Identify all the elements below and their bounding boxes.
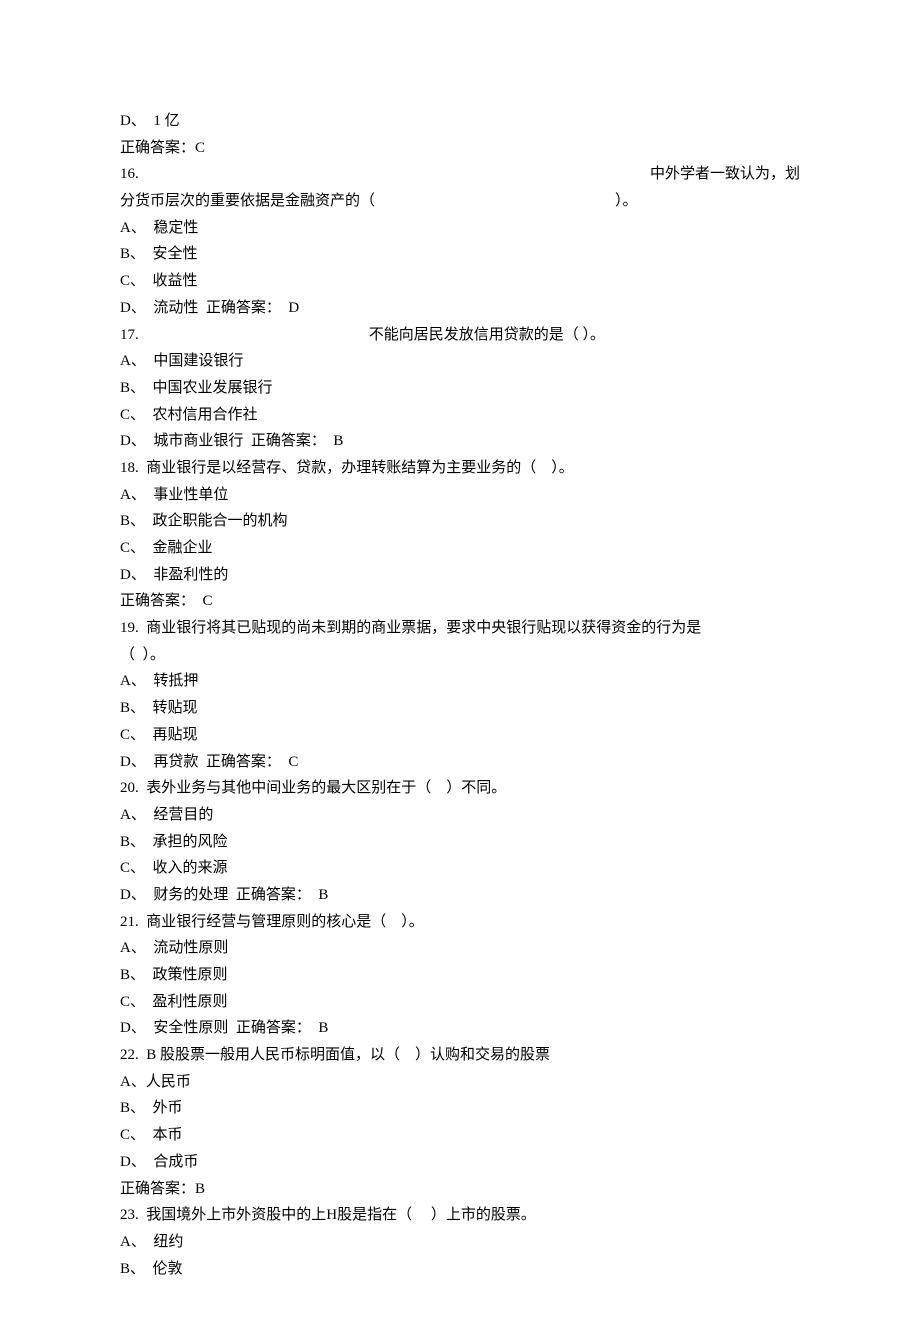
q18-option-d: D、 非盈利性的 (120, 562, 800, 589)
q21-option-a: A、 流动性原则 (120, 935, 800, 962)
q17-stem: 17. 不能向居民发放信用贷款的是（ ）。 (120, 322, 800, 349)
q16-cont-gap (375, 188, 615, 215)
q16-number: 16. (120, 161, 139, 188)
q22-option-a: A、人民币 (120, 1069, 800, 1096)
q19-stem-line1: 19. 商业银行将其已贴现的尚未到期的商业票据，要求中央银行贴现以获得资金的行为… (120, 615, 800, 642)
q16-stem-line2: 分货币层次的重要依据是金融资产的（ ）。 (120, 188, 800, 215)
q23-stem: 23. 我国境外上市外资股中的上H股是指在（ ）上市的股票。 (120, 1202, 800, 1229)
q16-stem-tail: 中外学者一致认为，划 (650, 161, 800, 188)
q20-option-d: D、 财务的处理 正确答案： B (120, 882, 800, 909)
q22-stem: 22. B 股股票一般用人民币标明面值，以（ ）认购和交易的股票 (120, 1042, 800, 1069)
q21-stem: 21. 商业银行经营与管理原则的核心是（ ）。 (120, 909, 800, 936)
q21-option-c: C、 盈利性原则 (120, 989, 800, 1016)
q18-option-c: C、 金融企业 (120, 535, 800, 562)
q17-option-b: B、 中国农业发展银行 (120, 375, 800, 402)
q20-option-b: B、 承担的风险 (120, 829, 800, 856)
q18-option-a: A、 事业性单位 (120, 482, 800, 509)
q20-option-a: A、 经营目的 (120, 802, 800, 829)
q23-option-b: B、 伦敦 (120, 1256, 800, 1283)
q23-option-a: A、 纽约 (120, 1229, 800, 1256)
q17-option-d: D、 城市商业银行 正确答案： B (120, 428, 800, 455)
q17-option-a: A、 中国建设银行 (120, 348, 800, 375)
q18-answer: 正确答案： C (120, 588, 800, 615)
q15-option-d: D、 1 亿 (120, 108, 800, 135)
q21-option-b: B、 政策性原则 (120, 962, 800, 989)
q21-option-d: D、 安全性原则 正确答案： B (120, 1015, 800, 1042)
q16-option-b: B、 安全性 (120, 241, 800, 268)
q16-option-c: C、 收益性 (120, 268, 800, 295)
q19-option-b: B、 转贴现 (120, 695, 800, 722)
q16-option-d: D、 流动性 正确答案： D (120, 295, 800, 322)
q18-option-b: B、 政企职能合一的机构 (120, 508, 800, 535)
q16-option-a: A、 稳定性 (120, 215, 800, 242)
q17-gap (139, 322, 369, 349)
q22-answer: 正确答案：B (120, 1176, 800, 1203)
q17-number: 17. (120, 322, 139, 349)
q20-option-c: C、 收入的来源 (120, 855, 800, 882)
q16-stem-cont-a: 分货币层次的重要依据是金融资产的（ (120, 188, 375, 215)
q22-option-b: B、 外币 (120, 1095, 800, 1122)
q20-stem: 20. 表外业务与其他中间业务的最大区别在于（ ）不同。 (120, 775, 800, 802)
q16-stem-cont-b: ）。 (615, 188, 638, 215)
q16-gap (139, 161, 650, 188)
q17-stem-tail: 不能向居民发放信用贷款的是（ ）。 (369, 322, 605, 349)
q15-answer: 正确答案：C (120, 135, 800, 162)
q19-option-c: C、 再贴现 (120, 722, 800, 749)
q18-stem: 18. 商业银行是以经营存、贷款，办理转账结算为主要业务的（ ）。 (120, 455, 800, 482)
q17-option-c: C、 农村信用合作社 (120, 402, 800, 429)
q22-option-d: D、 合成币 (120, 1149, 800, 1176)
q22-option-c: C、 本币 (120, 1122, 800, 1149)
document-page: D、 1 亿 正确答案：C 16. 中外学者一致认为，划 分货币层次的重要依据是… (0, 0, 920, 1342)
q19-option-d: D、 再贷款 正确答案： C (120, 749, 800, 776)
q19-option-a: A、 转抵押 (120, 668, 800, 695)
q19-stem-line2: （ ）。 (120, 642, 800, 669)
q16-stem-line1: 16. 中外学者一致认为，划 (120, 161, 800, 188)
